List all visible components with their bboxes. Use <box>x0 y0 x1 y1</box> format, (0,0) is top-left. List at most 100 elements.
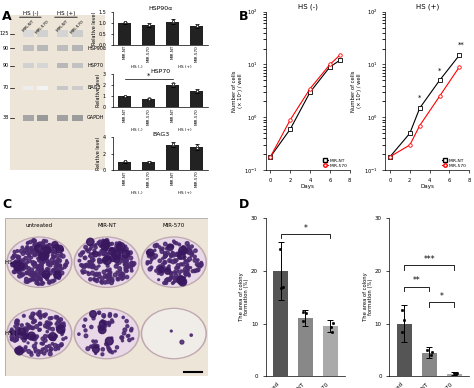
Point <box>50 254 58 260</box>
Point <box>19 266 27 272</box>
Point <box>113 240 120 246</box>
Point <box>86 253 94 259</box>
Bar <box>142 25 155 45</box>
Text: GAPDH: GAPDH <box>87 115 105 120</box>
Point <box>27 250 35 256</box>
Point <box>62 335 70 341</box>
Y-axis label: The area of colony
formation (%): The area of colony formation (%) <box>239 273 249 321</box>
Point <box>121 93 128 99</box>
Point <box>151 247 159 253</box>
Point <box>41 252 49 258</box>
Point <box>182 259 190 265</box>
Text: 90: 90 <box>3 63 9 68</box>
Point <box>45 260 52 266</box>
Point <box>13 325 21 331</box>
Point <box>104 276 112 282</box>
Point <box>151 255 159 261</box>
Point <box>39 256 47 262</box>
Point <box>106 273 114 279</box>
Point <box>49 278 56 284</box>
Point <box>23 276 30 282</box>
Point <box>58 270 66 276</box>
Title: HSP70: HSP70 <box>151 69 171 74</box>
Point <box>9 255 17 261</box>
Point <box>43 276 51 282</box>
Point <box>176 252 183 258</box>
Point <box>179 248 187 254</box>
Bar <box>273 271 288 376</box>
Point <box>12 261 19 267</box>
Point <box>20 249 28 255</box>
Point <box>101 279 109 286</box>
Point <box>106 320 113 326</box>
Point <box>39 258 47 264</box>
Y-axis label: Number of cells
(× 10²) / well: Number of cells (× 10²) / well <box>351 70 362 112</box>
Point <box>20 257 27 263</box>
Point <box>9 261 16 267</box>
Text: *: * <box>147 72 150 78</box>
Point <box>98 242 105 249</box>
Point <box>24 240 31 246</box>
Point <box>191 268 199 274</box>
Text: 90: 90 <box>3 46 9 50</box>
Point <box>96 270 103 277</box>
Point <box>43 253 51 259</box>
Point <box>86 263 94 269</box>
Point <box>173 277 181 283</box>
Point <box>49 341 56 347</box>
Point <box>399 307 406 313</box>
Point <box>94 343 101 349</box>
Point <box>175 255 183 261</box>
Point <box>21 327 29 334</box>
Point <box>277 284 285 291</box>
Point <box>49 249 56 255</box>
Point <box>55 326 63 332</box>
Point <box>42 238 50 244</box>
Point <box>106 348 114 354</box>
Point <box>85 263 92 269</box>
Point <box>151 243 159 249</box>
Point <box>32 335 39 341</box>
Point <box>121 158 128 165</box>
Point <box>51 272 59 278</box>
Point <box>32 277 40 284</box>
Point <box>85 248 92 255</box>
Point <box>45 261 52 267</box>
Point <box>453 371 460 377</box>
Point <box>302 310 310 316</box>
Point <box>44 329 51 335</box>
Point <box>17 270 25 277</box>
Point <box>121 261 129 267</box>
Point <box>54 243 61 249</box>
Y-axis label: The area of colony
formation (%): The area of colony formation (%) <box>363 273 374 321</box>
Point <box>171 257 178 263</box>
Point <box>88 243 96 249</box>
Point <box>148 255 156 261</box>
Point <box>59 265 66 272</box>
Point <box>12 267 20 273</box>
Point <box>52 249 59 256</box>
Point <box>124 258 131 264</box>
Point <box>15 258 22 265</box>
Bar <box>57 30 68 37</box>
Point <box>52 243 59 249</box>
Point <box>117 275 125 281</box>
Point <box>90 276 98 282</box>
Point <box>106 241 114 247</box>
Point <box>14 334 21 340</box>
Point <box>27 314 35 320</box>
Point <box>103 252 111 258</box>
Point <box>48 246 55 252</box>
Text: A: A <box>2 10 12 23</box>
Point <box>102 247 109 253</box>
Text: HS (-): HS (-) <box>131 191 143 195</box>
Point <box>157 268 164 274</box>
Point <box>91 242 99 249</box>
Point <box>34 277 41 283</box>
Point <box>169 259 177 265</box>
Point <box>105 320 113 326</box>
Bar <box>72 45 83 51</box>
Point <box>39 341 46 347</box>
Point <box>35 245 42 251</box>
Point <box>120 274 128 281</box>
